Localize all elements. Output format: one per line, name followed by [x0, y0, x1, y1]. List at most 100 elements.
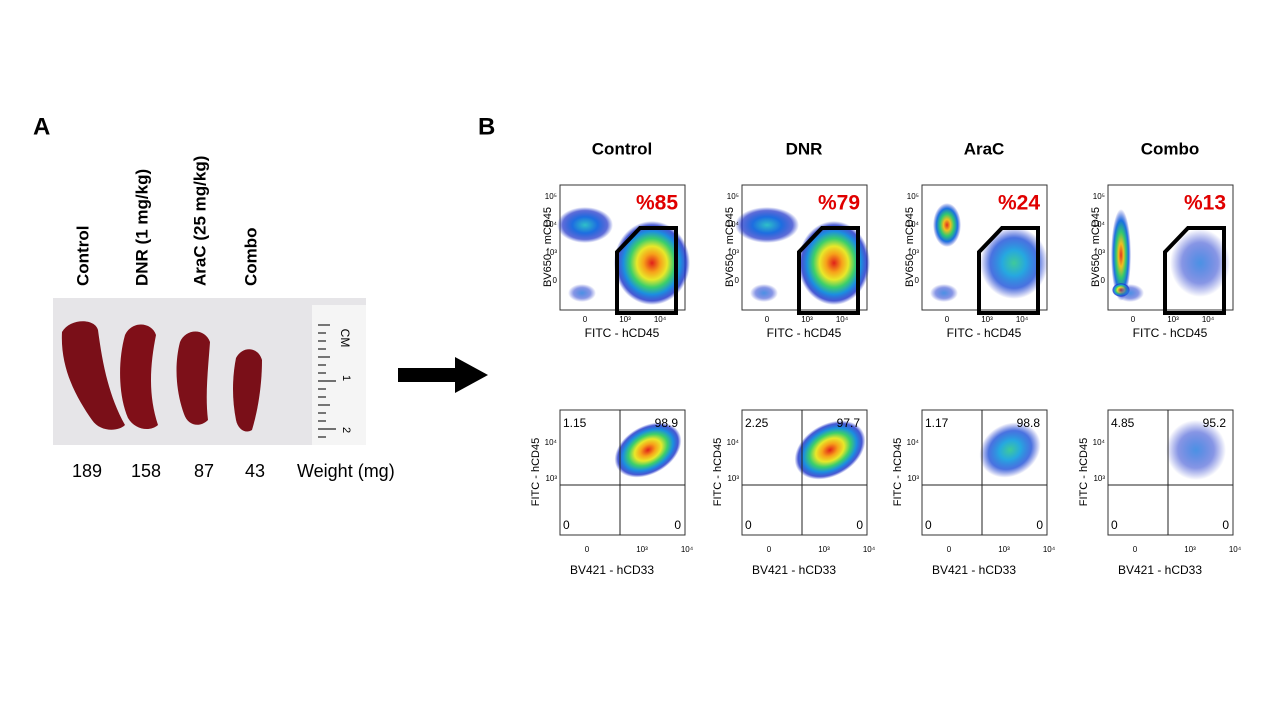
x-tick-label: 10³	[818, 545, 830, 554]
x-axis-label: BV421 - hCD33	[570, 563, 654, 577]
x-axis-label: BV421 - hCD33	[932, 563, 1016, 577]
x-tick-label: 0	[1133, 545, 1138, 554]
quadrant-value: 1.17	[925, 416, 949, 430]
x-tick-label: 10⁴	[836, 315, 849, 324]
y-tick-label: 10⁴	[545, 220, 558, 229]
panel-label: B	[478, 113, 495, 140]
y-axis-label: FITC - hCD45	[530, 438, 542, 506]
y-tick-label: 0	[553, 276, 558, 285]
human-population	[798, 221, 870, 305]
y-tick-label: 10⁴	[907, 438, 920, 447]
x-tick-label: 0	[585, 545, 590, 554]
small-population	[568, 284, 596, 302]
y-tick-label: 10³	[1093, 474, 1105, 483]
quadrant-value: 0	[1111, 518, 1118, 532]
x-tick-label: 0	[945, 315, 950, 324]
x-tick-label: 10³	[998, 545, 1010, 554]
x-tick-label: 10³	[1167, 315, 1179, 324]
weight-value: 43	[245, 461, 265, 481]
y-tick-label: 10⁵	[545, 192, 557, 201]
bottom-population	[1166, 420, 1226, 480]
y-tick-label: 10⁴	[727, 220, 740, 229]
x-axis-label: FITC - hCD45	[1133, 326, 1208, 340]
x-tick-label: 10³	[619, 315, 631, 324]
ruler-mark: 1	[340, 375, 352, 381]
x-tick-label: 10³	[636, 545, 648, 554]
x-tick-label: 10⁴	[1016, 315, 1029, 324]
bottom-population	[794, 420, 866, 480]
x-axis-label: BV421 - hCD33	[752, 563, 836, 577]
mouse-population	[933, 203, 961, 247]
quadrant-value: 0	[745, 518, 752, 532]
y-axis-label: BV650 - mCD45	[724, 207, 736, 287]
y-tick-label: 10³	[907, 248, 919, 257]
x-tick-label: 10³	[1184, 545, 1196, 554]
column-title: DNR	[786, 139, 823, 158]
flow-column: Control %85 BV650 - mCD45 10⁵ 10⁴ 10³ 0 0 10³ 10⁴…	[530, 139, 694, 577]
x-tick-label: 10⁴	[863, 545, 876, 554]
x-tick-label: 10⁴	[1043, 545, 1056, 554]
group-label: DNR (1 mg/kg)	[132, 169, 151, 286]
gate	[977, 226, 1040, 315]
group-label: AraC (25 mg/kg)	[190, 156, 209, 286]
quadrant-value: 98.8	[1017, 416, 1041, 430]
x-tick-label: 0	[1131, 315, 1136, 324]
gate-percent: %13	[1184, 192, 1226, 215]
y-tick-label: 10³	[1093, 248, 1105, 257]
gate	[1163, 226, 1226, 315]
y-tick-label: 10⁵	[727, 192, 739, 201]
y-tick-label: 10³	[545, 474, 557, 483]
x-tick-label: 10³	[981, 315, 993, 324]
quadrant-value: 98.9	[655, 416, 679, 430]
y-tick-label: 10⁴	[907, 220, 920, 229]
gate	[797, 226, 860, 315]
y-tick-label: 0	[735, 276, 740, 285]
weight-value: 158	[131, 461, 161, 481]
column-title: Combo	[1141, 139, 1200, 158]
small-population	[750, 284, 778, 302]
y-tick-label: 10⁵	[1093, 192, 1105, 201]
quadrant-value: 97.7	[837, 416, 861, 430]
y-tick-label: 10³	[727, 248, 739, 257]
y-axis-label: BV650 - mCD45	[542, 207, 554, 287]
mouse-population	[735, 207, 799, 243]
x-tick-label: 0	[583, 315, 588, 324]
y-tick-label: 10⁴	[545, 438, 558, 447]
y-axis-label: FITC - hCD45	[892, 438, 904, 506]
x-tick-label: 10⁴	[1229, 545, 1242, 554]
group-label: Control	[73, 226, 92, 286]
gate-percent: %79	[818, 192, 860, 215]
spleen-photo	[53, 298, 366, 445]
quadrant-value: 0	[674, 518, 681, 532]
bottom-population	[979, 422, 1041, 478]
y-tick-label: 0	[1101, 276, 1106, 285]
weight-label: Weight (mg)	[297, 461, 395, 481]
quadrant-value: 1.15	[563, 416, 587, 430]
quadrant-value: 0	[563, 518, 570, 532]
x-axis-label: FITC - hCD45	[947, 326, 1022, 340]
x-tick-label: 10³	[801, 315, 813, 324]
x-axis-label: FITC - hCD45	[767, 326, 842, 340]
x-tick-label: 10⁴	[654, 315, 667, 324]
gate	[615, 226, 678, 315]
weight-value: 87	[194, 461, 214, 481]
small-population	[1116, 284, 1144, 302]
y-axis-label: BV650 - mCD45	[1090, 207, 1102, 287]
x-tick-label: 0	[767, 545, 772, 554]
y-tick-label: 10³	[907, 474, 919, 483]
y-tick-label: 10⁵	[907, 192, 919, 201]
gate-percent: %24	[998, 192, 1040, 215]
ruler-label: CM	[338, 329, 352, 348]
flow-column: Combo %13 BV650 - mCD45 10⁵ 10⁴ 10³ 0 0 10³ 10⁴ FI…	[1078, 139, 1242, 577]
arrow	[398, 357, 488, 393]
quadrant-value: 0	[1036, 518, 1043, 532]
x-tick-label: 10⁴	[681, 545, 694, 554]
y-tick-label: 10³	[727, 474, 739, 483]
y-tick-label: 10⁴	[727, 438, 740, 447]
y-tick-label: 0	[915, 276, 920, 285]
x-tick-label: 10⁴	[1202, 315, 1215, 324]
quadrant-value: 95.2	[1203, 416, 1227, 430]
human-population	[1170, 229, 1230, 297]
